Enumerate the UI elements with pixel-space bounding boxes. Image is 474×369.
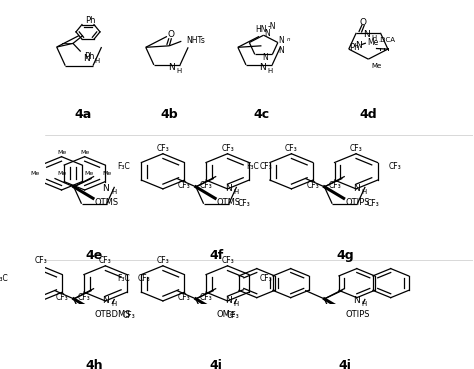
Text: N: N — [259, 63, 266, 72]
Text: Ph: Ph — [85, 16, 96, 25]
Text: O: O — [359, 18, 366, 27]
Text: Me: Me — [84, 171, 93, 176]
Text: N: N — [263, 53, 268, 62]
Text: 4h: 4h — [85, 359, 103, 369]
Text: Me: Me — [371, 63, 381, 69]
Text: F₃C: F₃C — [246, 162, 259, 170]
Text: Ph: Ph — [84, 52, 94, 61]
Text: n: n — [287, 37, 290, 42]
Text: Me: Me — [80, 150, 89, 155]
Text: H: H — [95, 58, 100, 64]
Text: 4g: 4g — [336, 249, 354, 262]
Text: O: O — [167, 30, 174, 39]
Text: CF₃: CF₃ — [138, 273, 151, 283]
Text: N: N — [279, 45, 284, 55]
Text: CF₃: CF₃ — [200, 181, 213, 190]
Text: CF₃: CF₃ — [178, 181, 191, 190]
Text: H: H — [371, 35, 377, 41]
Text: CF₃: CF₃ — [238, 199, 251, 208]
Text: N: N — [102, 184, 109, 193]
Text: CF₃: CF₃ — [178, 293, 191, 302]
Text: 4a: 4a — [75, 108, 92, 121]
Text: OTMS: OTMS — [217, 198, 241, 207]
Text: CF₃: CF₃ — [123, 311, 136, 320]
Text: CF₃: CF₃ — [156, 256, 169, 265]
Text: F₃C: F₃C — [118, 273, 130, 283]
Text: OTIPS: OTIPS — [346, 310, 370, 319]
Text: N: N — [279, 36, 284, 45]
Text: CF₃: CF₃ — [306, 181, 319, 190]
Text: CF₃: CF₃ — [389, 162, 401, 170]
Text: CF₃: CF₃ — [328, 181, 341, 190]
Text: CF₃: CF₃ — [56, 293, 68, 302]
Text: .DCA: .DCA — [378, 37, 395, 44]
Text: CF₃: CF₃ — [350, 144, 363, 153]
Text: 4d: 4d — [359, 108, 377, 121]
Text: CF₃: CF₃ — [260, 273, 273, 283]
Text: H: H — [268, 68, 273, 74]
Text: N: N — [83, 54, 90, 63]
Text: OTMS: OTMS — [95, 198, 119, 207]
Text: F₃C: F₃C — [0, 273, 8, 283]
Text: F₃C: F₃C — [118, 162, 130, 170]
Text: N: N — [225, 296, 231, 305]
Text: Me: Me — [30, 171, 39, 176]
Text: N: N — [264, 28, 270, 38]
Text: Me: Me — [102, 171, 112, 176]
Text: Me: Me — [58, 171, 67, 176]
Text: N: N — [225, 184, 231, 193]
Text: 4f: 4f — [209, 249, 223, 262]
Text: N: N — [102, 296, 109, 305]
Text: 4e: 4e — [85, 249, 103, 262]
Text: -N: -N — [268, 22, 276, 31]
Text: CF₃: CF₃ — [285, 144, 298, 153]
Text: H: H — [233, 189, 238, 195]
Text: Me: Me — [57, 150, 66, 155]
Text: H: H — [362, 189, 367, 195]
Text: N: N — [363, 30, 370, 39]
Text: N: N — [168, 62, 175, 72]
Text: H: H — [362, 301, 367, 307]
Text: CF₃: CF₃ — [156, 144, 169, 153]
Text: OMe: OMe — [217, 310, 236, 319]
Text: 4b: 4b — [160, 108, 178, 121]
Text: 4j: 4j — [338, 359, 351, 369]
Text: H: H — [233, 301, 238, 307]
Text: CF₃: CF₃ — [221, 144, 234, 153]
Text: NHTs: NHTs — [186, 36, 205, 45]
Text: N: N — [353, 184, 360, 193]
Text: H: H — [176, 68, 182, 74]
Text: Me: Me — [367, 38, 378, 47]
Text: OTBDMS: OTBDMS — [95, 310, 131, 319]
Text: CF₃: CF₃ — [99, 256, 112, 265]
Text: CF₃: CF₃ — [200, 293, 213, 302]
Text: HN: HN — [255, 25, 267, 34]
Text: CF₃: CF₃ — [35, 256, 47, 265]
Text: CF₃: CF₃ — [260, 162, 273, 170]
Text: N: N — [353, 296, 360, 305]
Text: H: H — [111, 301, 116, 307]
Text: Ph: Ph — [349, 43, 360, 52]
Text: 4i: 4i — [210, 359, 223, 369]
Text: 4c: 4c — [253, 108, 269, 121]
Text: CF₃: CF₃ — [366, 199, 379, 208]
Text: H: H — [111, 189, 116, 195]
Text: OTIPS: OTIPS — [346, 198, 370, 207]
Text: N: N — [355, 41, 362, 50]
Text: CF₃: CF₃ — [78, 293, 91, 302]
Text: CF₃: CF₃ — [221, 256, 234, 265]
Text: CF₃: CF₃ — [227, 311, 239, 320]
